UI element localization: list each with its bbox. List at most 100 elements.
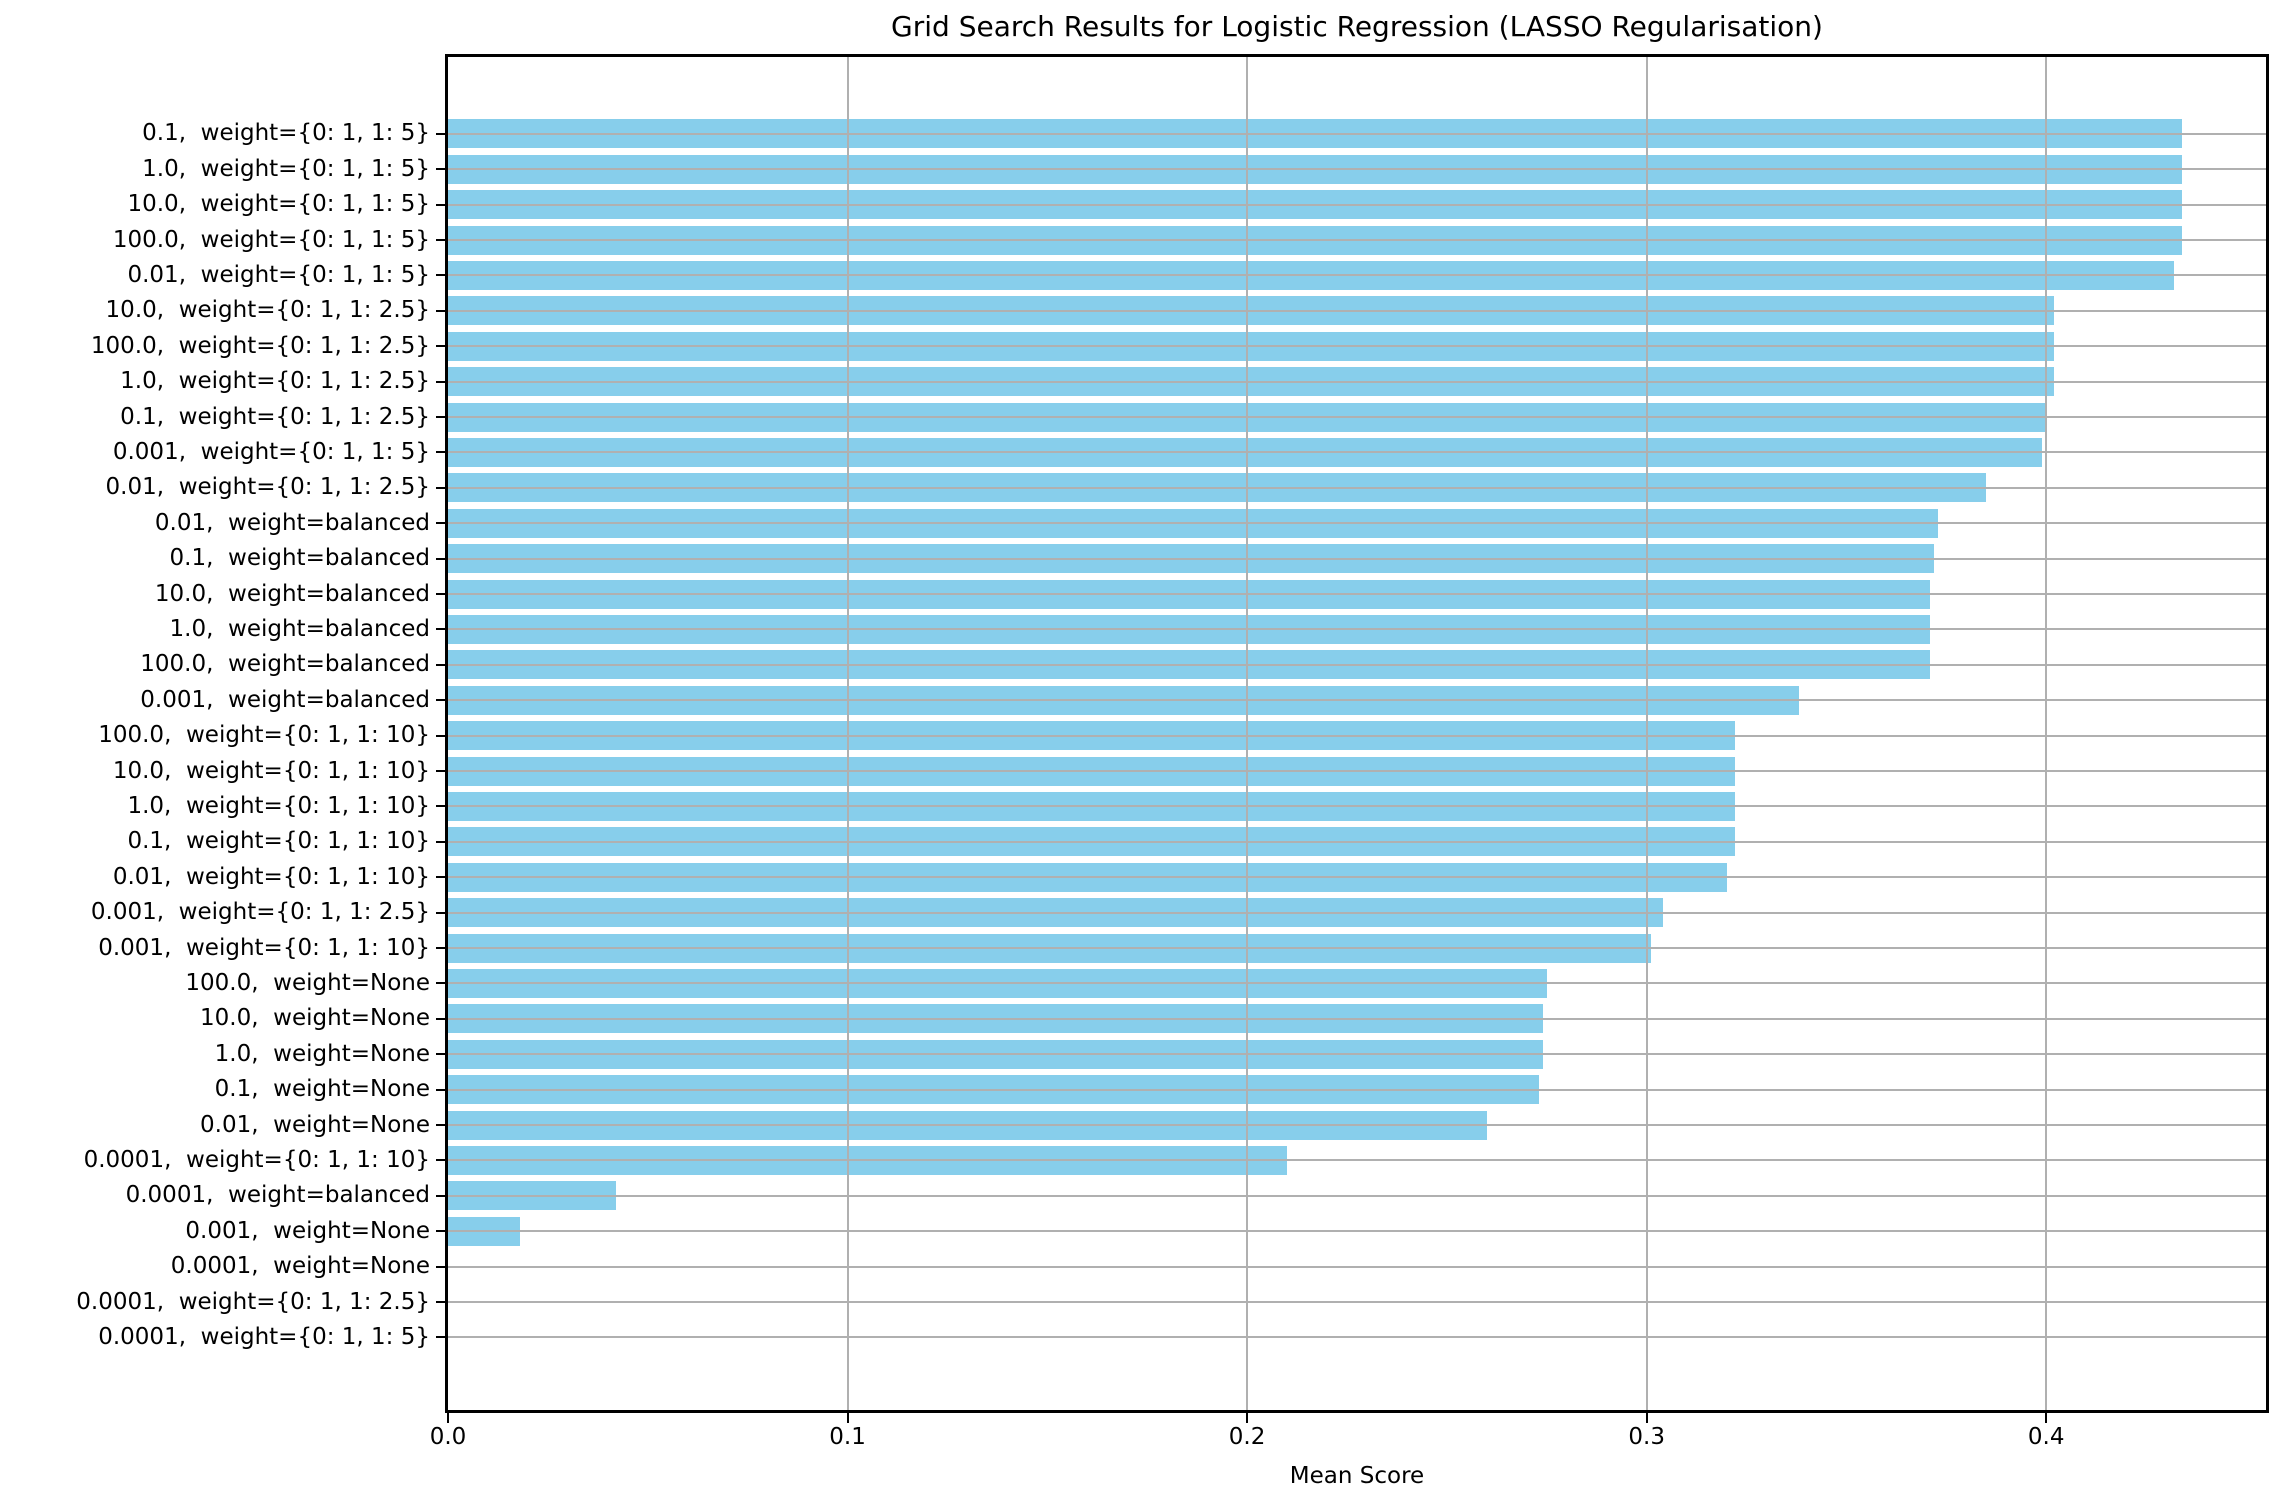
gridline-horizontal	[448, 1159, 2266, 1162]
y-tick	[436, 593, 445, 595]
y-tick	[436, 663, 445, 666]
y-tick-label: 0.1, weight={0: 1, 1: 10}	[127, 828, 430, 855]
x-tick-label: 0.1	[829, 1424, 866, 1450]
y-tick-label: 1.0, weight=None	[214, 1040, 430, 1067]
y-tick-label: 0.01, weight={0: 1, 1: 10}	[112, 863, 430, 890]
gridline-horizontal	[448, 663, 2266, 666]
y-tick-label: 10.0, weight=None	[200, 1005, 430, 1032]
y-tick-label: 1.0, weight={0: 1, 1: 10}	[127, 792, 430, 819]
y-tick	[436, 486, 445, 489]
y-tick	[436, 416, 445, 418]
gridline-horizontal	[448, 982, 2266, 985]
x-tick	[1246, 1413, 1249, 1423]
y-tick-label: 1.0, weight={0: 1, 1: 2.5}	[120, 368, 430, 395]
x-axis-title: Mean Score	[1289, 1463, 1425, 1489]
y-tick	[436, 203, 445, 206]
y-tick	[436, 840, 445, 843]
x-tick-label: 0.3	[1628, 1424, 1665, 1450]
y-tick-label: 100.0, weight=None	[185, 969, 430, 996]
gridline-horizontal	[448, 486, 2266, 489]
y-tick	[436, 1230, 445, 1233]
gridline-horizontal	[448, 380, 2266, 383]
gridline-horizontal	[448, 1194, 2266, 1197]
y-tick-label: 0.001, weight={0: 1, 1: 10}	[98, 934, 430, 961]
y-tick	[436, 628, 445, 631]
y-tick-label: 0.0001, weight=balanced	[125, 1182, 430, 1209]
gridline-vertical	[1645, 57, 1648, 1410]
gridline-horizontal	[448, 522, 2266, 525]
y-tick-label: 1.0, weight=balanced	[169, 615, 430, 642]
y-tick-label: 0.1, weight={0: 1, 1: 2.5}	[120, 403, 430, 430]
y-tick	[436, 805, 445, 808]
y-tick-label: 10.0, weight=balanced	[154, 580, 430, 607]
gridline-horizontal	[448, 1053, 2266, 1056]
y-tick	[436, 734, 445, 737]
x-tick-label: 0.4	[2027, 1424, 2065, 1450]
y-tick	[436, 1265, 445, 1268]
y-tick-label: 0.001, weight=balanced	[140, 686, 430, 713]
y-tick-label: 0.001, weight={0: 1, 1: 2.5}	[90, 899, 430, 926]
y-tick	[436, 770, 445, 772]
gridline-horizontal	[448, 168, 2266, 171]
gridline-horizontal	[448, 451, 2266, 454]
y-tick-label: 0.0001, weight={0: 1, 1: 5}	[98, 1323, 430, 1350]
y-tick-label: 0.1, weight=None	[214, 1076, 430, 1103]
y-tick	[436, 274, 445, 277]
gridline-vertical	[2045, 57, 2048, 1410]
x-tick-label: 0.2	[1228, 1424, 1266, 1450]
y-tick	[436, 1159, 445, 1162]
gridline-horizontal	[448, 770, 2266, 772]
y-tick	[436, 911, 445, 914]
gridline-vertical	[846, 57, 849, 1410]
y-tick	[436, 1124, 445, 1126]
gridline-horizontal	[448, 876, 2266, 879]
gridline-horizontal	[448, 734, 2266, 737]
y-tick-label: 0.01, weight=None	[200, 1111, 430, 1138]
gridline-horizontal	[448, 309, 2266, 312]
y-tick	[436, 1088, 445, 1091]
y-tick-label: 0.001, weight=None	[185, 1217, 430, 1244]
gridline-horizontal	[448, 593, 2266, 595]
y-tick-label: 1.0, weight={0: 1, 1: 5}	[142, 155, 430, 182]
gridline-horizontal	[448, 947, 2266, 949]
gridline-horizontal	[448, 557, 2266, 560]
y-tick	[436, 1336, 445, 1339]
y-tick	[436, 947, 445, 949]
gridline-horizontal	[448, 239, 2266, 241]
y-tick-label: 0.0001, weight={0: 1, 1: 10}	[83, 1146, 430, 1173]
y-tick	[436, 876, 445, 879]
x-tick	[447, 1413, 449, 1423]
y-tick	[436, 380, 445, 383]
y-tick-label: 100.0, weight={0: 1, 1: 10}	[98, 722, 430, 749]
y-tick-label: 100.0, weight=balanced	[140, 651, 430, 678]
y-tick	[436, 1017, 445, 1020]
y-tick	[436, 522, 445, 525]
gridline-vertical	[1246, 57, 1249, 1410]
gridline-horizontal	[448, 699, 2266, 702]
gridline-horizontal	[448, 1230, 2266, 1233]
y-tick	[436, 239, 445, 241]
gridline-horizontal	[448, 1301, 2266, 1303]
y-tick	[436, 451, 445, 454]
gridline-horizontal	[448, 1124, 2266, 1126]
y-tick	[436, 309, 445, 312]
gridline-horizontal	[448, 628, 2266, 631]
gridline-horizontal	[448, 416, 2266, 418]
plot-area	[445, 54, 2269, 1413]
y-tick-label: 100.0, weight={0: 1, 1: 2.5}	[90, 332, 430, 359]
gridline-horizontal	[448, 274, 2266, 277]
gridline-horizontal	[448, 1336, 2266, 1339]
y-tick-label: 0.01, weight=balanced	[154, 509, 430, 536]
gridline-horizontal	[448, 1088, 2266, 1091]
gridline-horizontal	[448, 1017, 2266, 1020]
y-tick	[436, 168, 445, 171]
y-tick-label: 10.0, weight={0: 1, 1: 5}	[127, 191, 430, 218]
gridline-horizontal	[448, 132, 2266, 135]
y-tick-label: 10.0, weight={0: 1, 1: 2.5}	[105, 297, 430, 324]
gridline-horizontal	[448, 345, 2266, 348]
y-tick	[436, 1194, 445, 1197]
y-tick-label: 0.0001, weight=None	[170, 1253, 430, 1280]
y-tick-label: 10.0, weight={0: 1, 1: 10}	[112, 757, 430, 784]
gridline-horizontal	[448, 840, 2266, 843]
